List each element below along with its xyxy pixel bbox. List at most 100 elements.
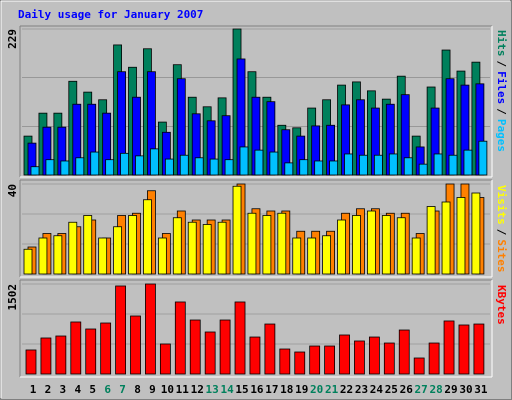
bar xyxy=(339,334,350,375)
bar xyxy=(159,343,171,375)
bar xyxy=(443,320,455,375)
legend-label: Pages xyxy=(495,119,508,152)
bar xyxy=(249,336,261,375)
bar xyxy=(40,337,52,375)
bar xyxy=(90,151,100,176)
bar xyxy=(413,357,425,375)
bar xyxy=(23,248,33,275)
legend-label: Sites xyxy=(495,239,508,272)
x-tick-label: 25 xyxy=(385,383,398,396)
bar xyxy=(354,340,365,375)
x-tick-label: 15 xyxy=(235,383,248,396)
bar xyxy=(426,206,436,275)
bar xyxy=(53,235,63,275)
bar xyxy=(209,158,219,176)
bar xyxy=(145,283,156,375)
x-tick-label: 22 xyxy=(340,383,353,396)
bar xyxy=(85,328,97,375)
x-tick-label: 19 xyxy=(295,383,308,396)
bar xyxy=(105,159,115,176)
bar xyxy=(428,342,440,375)
bar xyxy=(309,345,321,375)
legend-separator: / xyxy=(495,229,508,236)
bar xyxy=(344,153,353,176)
bar xyxy=(100,322,112,375)
bar xyxy=(113,226,122,275)
bar xyxy=(264,323,276,375)
bar xyxy=(373,154,383,176)
bar xyxy=(396,217,406,275)
x-tick-label: 16 xyxy=(250,383,264,396)
x-tick-label: 13 xyxy=(206,383,219,396)
x-tick-label: 29 xyxy=(444,383,457,396)
bar xyxy=(277,212,287,275)
bar xyxy=(383,342,395,375)
x-tick-label: 1 xyxy=(30,383,37,396)
x-tick-label: 20 xyxy=(310,383,323,396)
x-tick-label: 23 xyxy=(355,383,368,396)
bar xyxy=(60,160,70,176)
bar xyxy=(164,158,174,176)
x-tick-label: 27 xyxy=(415,383,428,396)
bar xyxy=(262,215,272,275)
bar xyxy=(128,215,137,275)
bar xyxy=(234,301,246,375)
legend: Hits / Files / Pages xyxy=(495,30,508,152)
x-tick-label: 28 xyxy=(429,383,442,396)
x-tick-label: 12 xyxy=(191,383,204,396)
x-tick-label: 10 xyxy=(161,383,174,396)
bar xyxy=(30,166,40,176)
bar xyxy=(204,331,216,375)
bar xyxy=(366,210,376,275)
legend-label: Hits xyxy=(495,30,508,57)
bar xyxy=(359,154,368,176)
bar xyxy=(398,329,410,375)
bar xyxy=(294,351,306,375)
bar xyxy=(381,215,391,275)
bar xyxy=(478,140,488,176)
bar xyxy=(324,345,336,375)
legend-label: Files xyxy=(495,71,508,104)
bar xyxy=(143,199,152,275)
bar xyxy=(441,201,451,275)
bar xyxy=(403,157,413,176)
bar xyxy=(68,221,78,275)
bar xyxy=(279,348,291,375)
bar xyxy=(232,185,242,275)
x-tick-label: 14 xyxy=(220,383,234,396)
bar xyxy=(307,237,317,275)
x-tick-label: 8 xyxy=(134,383,141,396)
x-tick-label: 4 xyxy=(74,383,81,396)
bar xyxy=(120,152,129,176)
legend: Visits / Sites xyxy=(495,185,508,273)
x-tick-label: 3 xyxy=(60,383,67,396)
bar xyxy=(25,349,37,375)
bar xyxy=(448,154,458,176)
bar xyxy=(473,323,485,375)
legend-separator: / xyxy=(495,108,508,115)
bar xyxy=(239,146,249,176)
bar xyxy=(433,153,443,176)
x-tick-label: 31 xyxy=(474,383,488,396)
bar xyxy=(219,319,231,375)
bar xyxy=(179,154,189,176)
bar xyxy=(224,159,234,176)
x-tick-label: 30 xyxy=(459,383,472,396)
bar xyxy=(174,301,186,375)
legend: KBytes xyxy=(495,285,508,325)
x-tick-label: 24 xyxy=(370,383,384,396)
y-tick-label: 40 xyxy=(6,184,19,197)
bar xyxy=(83,215,93,275)
x-tick-label: 17 xyxy=(265,383,278,396)
legend-label: KBytes xyxy=(495,285,508,325)
bar xyxy=(202,224,212,275)
x-tick-label: 7 xyxy=(119,383,126,396)
bar xyxy=(254,149,264,176)
bar xyxy=(352,215,361,275)
bar xyxy=(187,221,197,275)
bar xyxy=(115,285,126,375)
x-tick-label: 2 xyxy=(45,383,52,396)
bar xyxy=(368,336,380,375)
bar xyxy=(217,221,227,275)
bar xyxy=(471,192,481,275)
